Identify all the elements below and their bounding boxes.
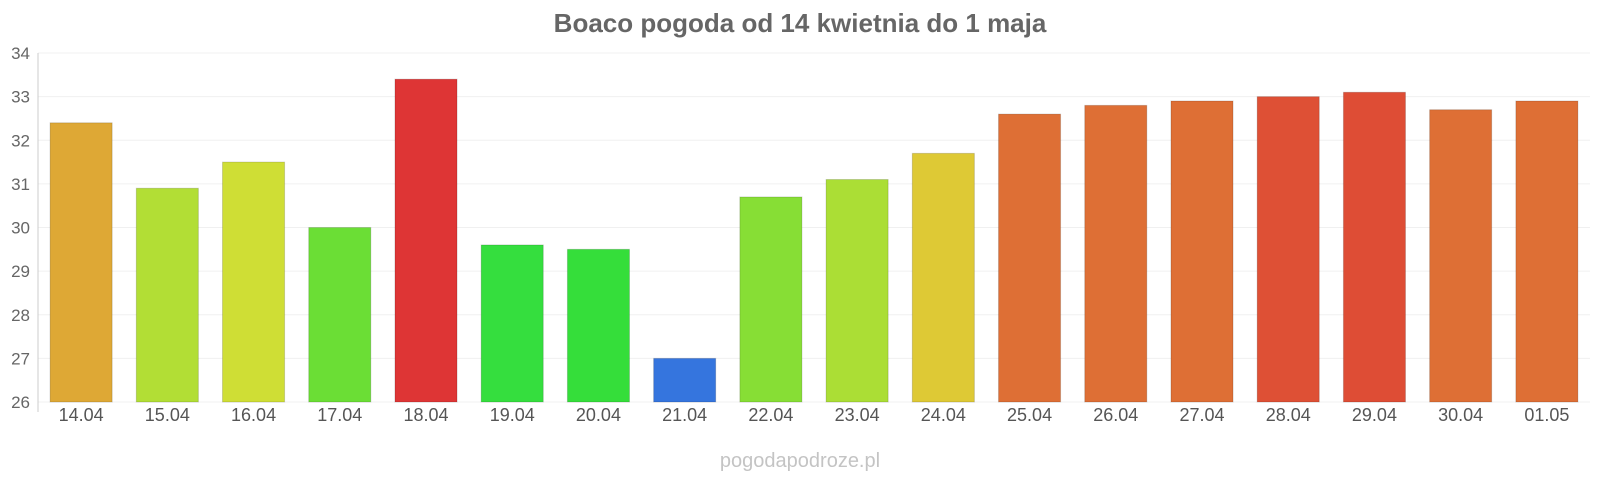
x-tick-label: 28.04 bbox=[1266, 405, 1311, 425]
x-tick-label: 27.04 bbox=[1179, 405, 1224, 425]
x-tick-label: 20.04 bbox=[576, 405, 621, 425]
bar-18.04[interactable] bbox=[394, 78, 458, 403]
x-tick-label: 14.04 bbox=[59, 405, 104, 425]
x-tick-label: 18.04 bbox=[403, 405, 448, 425]
bar-17.04[interactable] bbox=[308, 227, 372, 403]
x-tick-label: 19.04 bbox=[490, 405, 535, 425]
x-tick-label: 16.04 bbox=[231, 405, 276, 425]
bar-15.04[interactable] bbox=[135, 187, 199, 403]
y-tick-label: 29 bbox=[11, 262, 30, 281]
bar-30.04[interactable] bbox=[1429, 109, 1493, 403]
y-tick-labels: 26 27 28 29 30 31 32 33 34 bbox=[11, 44, 30, 412]
bar-21.04[interactable] bbox=[653, 357, 717, 403]
x-tick-label: 26.04 bbox=[1093, 405, 1138, 425]
bar-16.04[interactable] bbox=[222, 161, 286, 403]
chart-title: Boaco pogoda od 14 kwietnia do 1 maja bbox=[554, 8, 1047, 38]
x-tick-label: 24.04 bbox=[921, 405, 966, 425]
bar-23.04[interactable] bbox=[825, 179, 889, 403]
bar-01.05[interactable] bbox=[1515, 100, 1579, 403]
bar-25.04[interactable] bbox=[998, 113, 1062, 403]
bar-24.04[interactable] bbox=[911, 152, 975, 403]
x-tick-label: 23.04 bbox=[835, 405, 880, 425]
watermark: pogodapodroze.pl bbox=[720, 450, 880, 472]
x-tick-label: 01.05 bbox=[1524, 405, 1569, 425]
x-tick-label: 25.04 bbox=[1007, 405, 1052, 425]
y-tick-label: 34 bbox=[11, 44, 30, 63]
bar-26.04[interactable] bbox=[1084, 104, 1148, 403]
x-tick-label: 17.04 bbox=[317, 405, 362, 425]
y-tick-label: 27 bbox=[11, 349, 30, 368]
bar-14.04[interactable] bbox=[49, 122, 113, 403]
y-tick-label: 28 bbox=[11, 306, 30, 325]
x-tick-label: 22.04 bbox=[748, 405, 793, 425]
y-tick-label: 33 bbox=[11, 88, 30, 107]
bar-29.04[interactable] bbox=[1342, 91, 1406, 403]
x-tick-labels: 14.04 15.04 16.04 17.04 18.04 19.04 20.04 21.04… bbox=[59, 405, 1570, 425]
y-tick-label: 30 bbox=[11, 219, 30, 238]
y-tick-label: 32 bbox=[11, 131, 30, 150]
bar-22.04[interactable] bbox=[739, 196, 803, 403]
x-tick-label: 21.04 bbox=[662, 405, 707, 425]
bar-19.04[interactable] bbox=[480, 244, 544, 403]
x-tick-label: 15.04 bbox=[145, 405, 190, 425]
x-tick-label: 30.04 bbox=[1438, 405, 1483, 425]
bar-28.04[interactable] bbox=[1256, 96, 1320, 403]
x-tick-label: 29.04 bbox=[1352, 405, 1397, 425]
y-tick-label: 31 bbox=[11, 175, 30, 194]
gridlines bbox=[38, 52, 1590, 403]
bar-20.04[interactable] bbox=[566, 248, 630, 403]
bar-27.04[interactable] bbox=[1170, 100, 1234, 403]
y-tick-label: 26 bbox=[11, 393, 30, 412]
bars bbox=[49, 78, 1579, 403]
